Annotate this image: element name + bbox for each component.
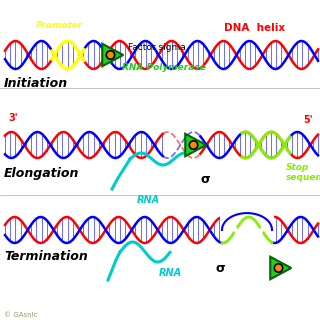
Text: Elongation: Elongation [4,167,79,180]
Text: © GAsnic: © GAsnic [4,312,37,318]
Text: Promoter: Promoter [36,21,84,30]
Polygon shape [185,134,206,156]
Text: 3': 3' [8,113,18,123]
Text: RNA: RNA [158,268,181,278]
Text: Factor sigma: Factor sigma [128,43,186,52]
Text: RNA: RNA [136,195,160,205]
Circle shape [189,141,198,149]
Polygon shape [270,257,291,279]
Text: Termination: Termination [4,250,88,263]
Text: σ: σ [200,173,210,186]
Text: RNA Polymerase: RNA Polymerase [122,63,206,72]
Polygon shape [102,44,123,66]
Circle shape [274,264,283,272]
Text: 5': 5' [303,115,313,125]
Circle shape [106,51,115,59]
Text: Stop
sequence: Stop sequence [286,163,320,182]
Text: σ: σ [215,261,225,275]
Text: Initiation: Initiation [4,77,68,90]
Text: DNA  helix: DNA helix [224,23,285,33]
